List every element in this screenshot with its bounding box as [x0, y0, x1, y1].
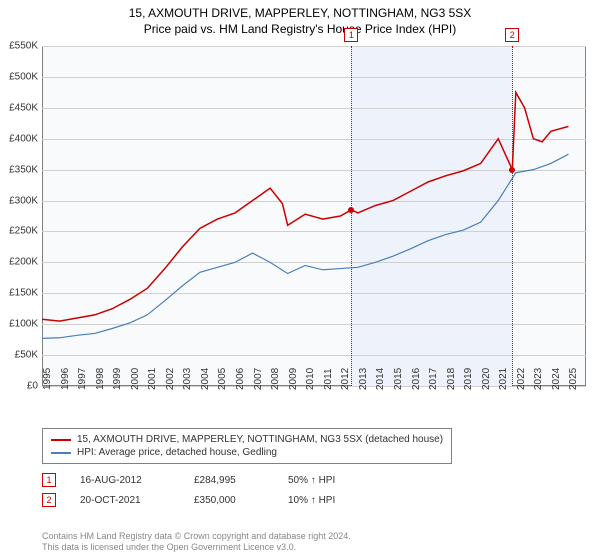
legend: 15, AXMOUTH DRIVE, MAPPERLEY, NOTTINGHAM… [42, 428, 452, 464]
x-tick-label: 2000 [130, 368, 141, 390]
x-tick-label: 1996 [60, 368, 71, 390]
x-tick-label: 2015 [393, 368, 404, 390]
y-tick-label: £500K [9, 71, 38, 82]
x-tick-label: 2024 [551, 368, 562, 390]
marker-line [351, 46, 352, 386]
line-series [42, 46, 586, 386]
legend-label-property: 15, AXMOUTH DRIVE, MAPPERLEY, NOTTINGHAM… [77, 434, 443, 445]
footer-line-1: Contains HM Land Registry data © Crown c… [42, 531, 351, 543]
chart-container: 15, AXMOUTH DRIVE, MAPPERLEY, NOTTINGHAM… [0, 0, 600, 560]
series-property [42, 92, 568, 321]
sales-row: 2 20-OCT-2021 £350,000 10% ↑ HPI [42, 490, 378, 510]
x-tick-label: 1995 [42, 368, 53, 390]
legend-swatch-property [51, 439, 71, 441]
sale-date: 20-OCT-2021 [80, 495, 170, 506]
y-tick-label: £200K [9, 257, 38, 268]
x-tick-label: 2022 [516, 368, 527, 390]
y-tick-label: £250K [9, 226, 38, 237]
y-tick-label: £450K [9, 102, 38, 113]
sales-table: 1 16-AUG-2012 £284,995 50% ↑ HPI 2 20-OCT-202… [42, 470, 378, 510]
x-tick-label: 2018 [446, 368, 457, 390]
x-tick-label: 2021 [498, 368, 509, 390]
marker-number-box: 1 [344, 28, 358, 42]
x-tick-label: 2004 [200, 368, 211, 390]
series-hpi [42, 154, 568, 338]
x-tick-label: 2012 [340, 368, 351, 390]
sale-pct: 10% ↑ HPI [288, 495, 378, 506]
x-tick-label: 2020 [481, 368, 492, 390]
footer-line-2: This data is licensed under the Open Gov… [42, 542, 351, 554]
y-tick-label: £300K [9, 195, 38, 206]
y-tick-label: £50K [15, 350, 38, 361]
x-tick-label: 2017 [428, 368, 439, 390]
x-tick-label: 1997 [77, 368, 88, 390]
y-tick-label: £400K [9, 133, 38, 144]
x-tick-label: 1999 [112, 368, 123, 390]
x-tick-label: 2016 [411, 368, 422, 390]
sale-price: £284,995 [194, 475, 264, 486]
x-tick-label: 2019 [463, 368, 474, 390]
sale-number-box: 2 [42, 493, 56, 507]
x-tick-label: 2001 [147, 368, 158, 390]
x-tick-label: 2002 [165, 368, 176, 390]
x-tick-label: 2010 [305, 368, 316, 390]
sale-number-box: 1 [42, 473, 56, 487]
footer-attribution: Contains HM Land Registry data © Crown c… [42, 531, 351, 554]
sale-date: 16-AUG-2012 [80, 475, 170, 486]
x-tick-label: 2025 [568, 368, 579, 390]
x-tick-label: 2011 [323, 368, 334, 390]
x-tick-label: 2007 [253, 368, 264, 390]
y-tick-label: £100K [9, 319, 38, 330]
marker-line [512, 46, 513, 386]
x-tick-label: 1998 [95, 368, 106, 390]
y-tick-label: £350K [9, 164, 38, 175]
sale-dot [509, 167, 515, 173]
x-tick-label: 2014 [375, 368, 386, 390]
sale-price: £350,000 [194, 495, 264, 506]
y-tick-label: £150K [9, 288, 38, 299]
legend-row-hpi: HPI: Average price, detached house, Gedl… [51, 446, 443, 459]
x-tick-label: 2008 [270, 368, 281, 390]
plot-area: 12 £0£50K£100K£150K£200K£250K£300K£350K£… [42, 46, 586, 386]
marker-number-box: 2 [505, 28, 519, 42]
sale-dot [348, 207, 354, 213]
x-tick-label: 2023 [533, 368, 544, 390]
legend-row-property: 15, AXMOUTH DRIVE, MAPPERLEY, NOTTINGHAM… [51, 433, 443, 446]
x-tick-label: 2013 [358, 368, 369, 390]
chart-title: 15, AXMOUTH DRIVE, MAPPERLEY, NOTTINGHAM… [0, 6, 600, 20]
y-tick-label: £550K [9, 41, 38, 52]
sale-pct: 50% ↑ HPI [288, 475, 378, 486]
x-tick-label: 2003 [182, 368, 193, 390]
sales-row: 1 16-AUG-2012 £284,995 50% ↑ HPI [42, 470, 378, 490]
x-tick-label: 2006 [235, 368, 246, 390]
legend-swatch-hpi [51, 452, 71, 454]
legend-label-hpi: HPI: Average price, detached house, Gedl… [77, 447, 277, 458]
x-tick-label: 2009 [288, 368, 299, 390]
y-tick-label: £0 [27, 381, 38, 392]
x-tick-label: 2005 [217, 368, 228, 390]
